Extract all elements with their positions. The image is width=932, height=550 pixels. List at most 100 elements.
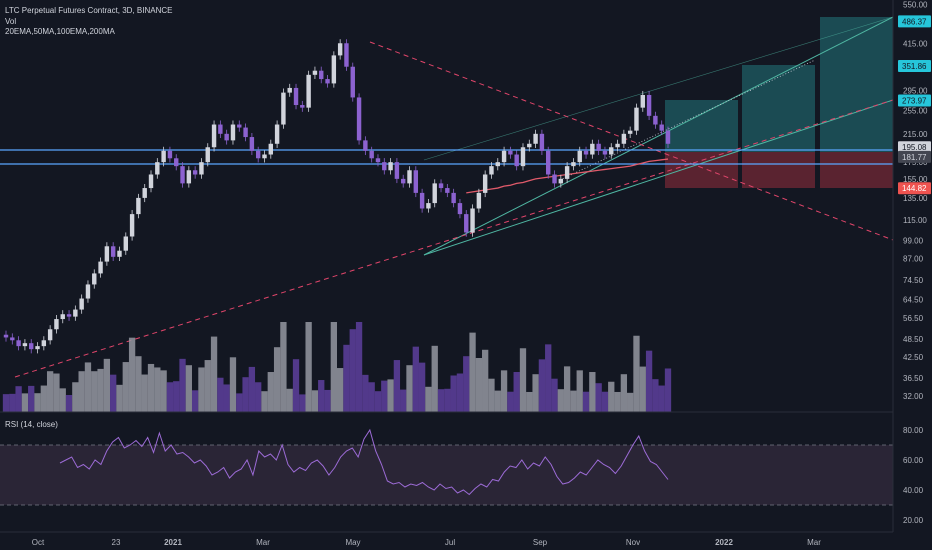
rsi-line <box>59 428 669 496</box>
candle-body <box>375 158 381 163</box>
price-tick-label: 295.00 <box>903 86 928 95</box>
volume-bar <box>210 336 218 412</box>
candle-body <box>274 124 280 144</box>
candle-body <box>287 87 292 93</box>
candle-body <box>457 203 463 215</box>
time-axis[interactable]: Oct 23 2021 Mar May Jul Sep Nov 2022 Mar <box>0 531 893 547</box>
price-label: 181.77 <box>902 153 927 162</box>
candle-body <box>665 130 671 144</box>
candle-body <box>249 137 255 151</box>
support-trendline[interactable] <box>14 99 894 378</box>
price-tick-label: 87.00 <box>903 254 924 263</box>
target-zone-2[interactable] <box>742 65 815 152</box>
candle-body <box>602 150 608 155</box>
price-label: 273.97 <box>902 96 927 105</box>
candle-body <box>445 188 450 193</box>
volume-bar <box>9 393 16 412</box>
candle-body <box>155 162 160 175</box>
candle-body <box>520 147 526 167</box>
candle-body <box>438 183 444 189</box>
volume-bar <box>318 380 325 412</box>
price-tick-label: 155.00 <box>903 175 928 184</box>
ma-legend[interactable]: 20EMA,50MA,100EMA,200MA <box>5 27 115 36</box>
candle-body <box>129 214 135 237</box>
candle-body <box>388 162 393 171</box>
volume-bar <box>305 322 312 412</box>
candle-body <box>3 334 9 338</box>
candle-body <box>268 143 274 155</box>
volume-bar <box>652 379 659 412</box>
candle-body <box>514 154 519 167</box>
price-label-box <box>898 59 931 72</box>
volume-legend[interactable]: Vol <box>5 17 17 26</box>
volume-bar <box>639 366 646 412</box>
channel-mid[interactable] <box>423 99 894 256</box>
volume-bar <box>532 374 539 412</box>
rsi-legend[interactable]: RSI (14, close) <box>5 420 58 429</box>
volume-bar <box>223 384 230 412</box>
candle-body <box>426 203 431 209</box>
channel-dotted[interactable] <box>559 59 816 181</box>
stop-zone-3[interactable] <box>820 152 893 188</box>
candle-body <box>627 130 633 134</box>
volume-bar <box>280 322 287 412</box>
candle-body <box>142 188 147 198</box>
candle-body <box>85 284 91 299</box>
price-tick-label: 64.50 <box>903 296 924 305</box>
candle-body <box>60 314 65 320</box>
candle-body <box>527 143 532 148</box>
candle-body <box>325 79 330 84</box>
price-tick-label: 215.00 <box>903 130 928 139</box>
price-tick-label: 415.00 <box>903 39 928 48</box>
price-tick-label: 42.50 <box>903 353 924 362</box>
candle-body <box>148 174 154 189</box>
volume-bar <box>103 358 111 412</box>
volume-bar <box>589 372 596 412</box>
volume-bar <box>267 372 274 412</box>
candle-body <box>407 170 412 184</box>
volume-bar <box>475 358 483 412</box>
volume-bar <box>84 362 92 412</box>
candle-body <box>489 166 494 175</box>
drawing-annotations[interactable] <box>0 16 894 378</box>
candle-body <box>394 162 400 179</box>
volume-bar <box>582 391 590 412</box>
volume-bar <box>110 374 117 412</box>
target-zone-1[interactable] <box>665 100 738 152</box>
candle-body <box>546 150 551 175</box>
volume-bar <box>28 385 35 412</box>
target-zone-3[interactable] <box>820 17 893 152</box>
symbol-title[interactable]: LTC Perpetual Futures Contract, 3D, BINA… <box>5 6 173 15</box>
price-tick-label: 135.00 <box>903 194 928 203</box>
channel-upper[interactable] <box>423 16 894 256</box>
candle-body <box>243 127 248 138</box>
volume-bar <box>198 367 205 412</box>
candle-body <box>577 150 582 163</box>
volume-bar <box>488 378 495 412</box>
price-tick-label: 56.50 <box>903 314 924 323</box>
candle-body <box>230 124 236 141</box>
volume-bar <box>299 394 306 412</box>
candle-body <box>255 150 261 159</box>
price-scale[interactable]: 550.00415.00295.00255.00215.00175.00155.… <box>892 0 931 532</box>
price-tick-label: 74.50 <box>903 276 924 285</box>
volume-bar <box>469 332 476 412</box>
volume-bar <box>286 388 293 412</box>
candle-body <box>10 337 15 341</box>
volume-bar <box>217 377 224 412</box>
resistance-trendline[interactable] <box>369 41 894 241</box>
volume-bar <box>387 379 394 412</box>
stop-zone-2[interactable] <box>742 152 815 188</box>
volume-bar <box>551 378 558 412</box>
volume-bar <box>154 367 161 412</box>
candle-body <box>583 150 589 155</box>
channel-inner[interactable] <box>423 16 894 161</box>
volume-bar <box>34 393 41 412</box>
candle-body <box>73 309 78 317</box>
price-tick-label: 255.00 <box>903 106 928 115</box>
time-tick-label: Nov <box>626 538 640 547</box>
rsi-tick-label: 40.00 <box>903 486 924 495</box>
volume-bar <box>116 384 123 412</box>
rsi-tick-label: 80.00 <box>903 426 924 435</box>
